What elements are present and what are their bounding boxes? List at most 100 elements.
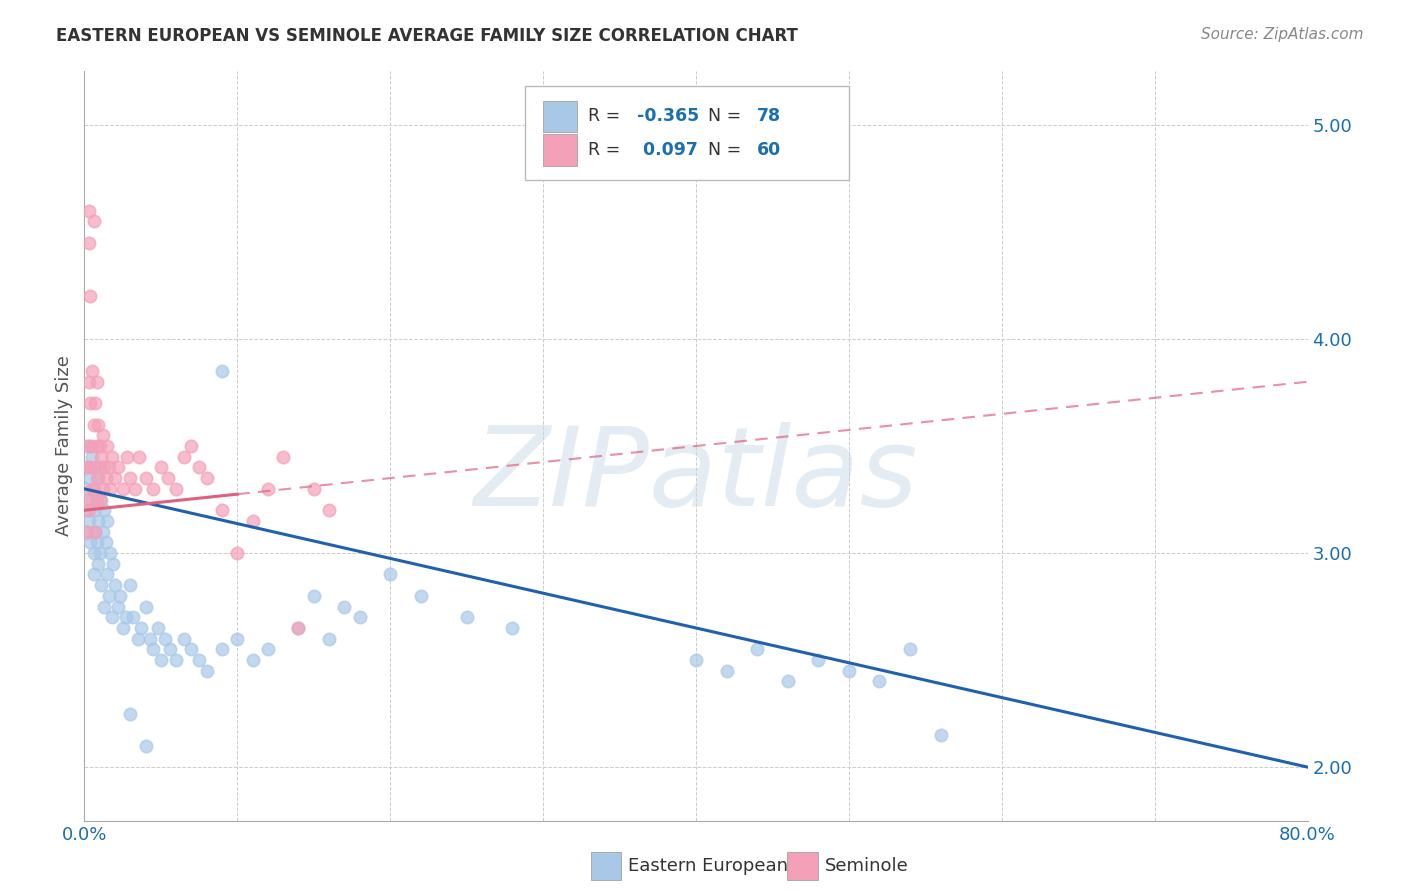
Point: [929, 728, 952, 742]
Point: [83, 482, 105, 496]
Point: [90, 578, 112, 592]
Point: [79, 396, 101, 410]
Point: [97, 460, 120, 475]
Point: [101, 450, 124, 464]
Point: [86, 492, 108, 507]
Point: [90, 492, 112, 507]
Point: [89, 439, 111, 453]
Point: [103, 557, 125, 571]
Point: [838, 664, 860, 678]
Point: [135, 471, 157, 485]
Text: 78: 78: [758, 107, 782, 125]
Point: [716, 664, 738, 678]
Point: [120, 471, 142, 485]
Point: [104, 578, 127, 592]
Point: [195, 664, 218, 678]
Point: [120, 578, 142, 592]
Point: [76, 524, 98, 539]
Point: [89, 460, 111, 475]
Point: [127, 632, 149, 646]
Point: [96, 439, 118, 453]
Point: [318, 632, 340, 646]
Point: [93, 460, 115, 475]
Text: N =: N =: [709, 107, 747, 125]
Point: [271, 450, 294, 464]
Point: [86, 439, 108, 453]
Point: [84, 396, 107, 410]
Point: [79, 471, 101, 485]
Point: [211, 642, 233, 657]
Point: [79, 535, 101, 549]
Point: [89, 492, 111, 507]
Point: [124, 482, 146, 496]
Point: [111, 621, 134, 635]
Point: [83, 417, 105, 432]
Point: [94, 471, 117, 485]
Point: [94, 535, 117, 549]
Point: [83, 567, 105, 582]
Point: [165, 482, 187, 496]
Point: [142, 482, 165, 496]
Point: [180, 642, 202, 657]
Point: [685, 653, 707, 667]
Point: [77, 439, 100, 453]
Point: [86, 471, 108, 485]
Point: [111, 482, 134, 496]
Point: [91, 482, 114, 496]
Text: EASTERN EUROPEAN VS SEMINOLE AVERAGE FAMILY SIZE CORRELATION CHART: EASTERN EUROPEAN VS SEMINOLE AVERAGE FAM…: [56, 27, 799, 45]
Point: [807, 653, 830, 667]
Point: [180, 439, 202, 453]
Point: [159, 642, 181, 657]
Text: 0.097: 0.097: [637, 141, 699, 159]
Point: [84, 524, 107, 539]
Point: [146, 621, 169, 635]
Point: [114, 610, 136, 624]
Point: [188, 460, 211, 475]
Point: [76, 492, 98, 507]
Point: [120, 706, 142, 721]
Point: [349, 610, 371, 624]
Point: [83, 546, 105, 560]
Point: [898, 642, 921, 657]
Point: [79, 289, 101, 303]
Point: [93, 599, 115, 614]
Point: [173, 450, 195, 464]
Point: [129, 621, 152, 635]
Point: [302, 482, 325, 496]
Point: [96, 514, 118, 528]
Point: [107, 599, 129, 614]
Point: [80, 450, 103, 464]
Point: [97, 589, 120, 603]
Point: [84, 524, 107, 539]
Point: [77, 235, 100, 250]
Point: [84, 460, 107, 475]
Point: [139, 632, 162, 646]
Point: [242, 514, 264, 528]
Point: [242, 653, 264, 667]
Point: [104, 471, 127, 485]
FancyBboxPatch shape: [543, 135, 578, 166]
Point: [287, 621, 309, 635]
Point: [128, 450, 150, 464]
Point: [869, 674, 891, 689]
Point: [98, 482, 121, 496]
Point: [76, 524, 98, 539]
Text: Seminole: Seminole: [825, 857, 910, 875]
Point: [77, 375, 100, 389]
Point: [188, 653, 211, 667]
Point: [91, 524, 114, 539]
Point: [173, 632, 195, 646]
Text: N =: N =: [709, 141, 747, 159]
Point: [380, 567, 402, 582]
FancyBboxPatch shape: [524, 87, 849, 180]
Point: [226, 546, 249, 560]
Point: [75, 482, 97, 496]
Point: [135, 739, 157, 753]
Point: [302, 589, 325, 603]
Point: [75, 460, 97, 475]
Point: [502, 621, 524, 635]
Text: -0.365: -0.365: [637, 107, 700, 125]
Point: [80, 482, 103, 496]
Point: [76, 503, 98, 517]
FancyBboxPatch shape: [543, 101, 578, 132]
